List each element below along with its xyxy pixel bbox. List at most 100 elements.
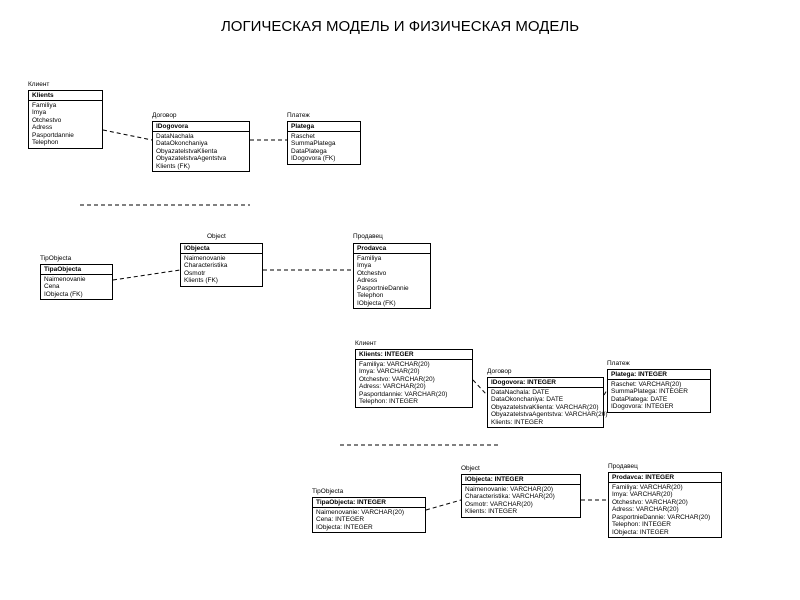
entity-body: NaimenovanieCenaIObjecta (FK)	[41, 275, 112, 299]
label-dogovor: Договор	[152, 112, 177, 119]
entity-header: Klients	[29, 91, 102, 101]
entity-dogovor2: IDogovora: INTEGERDataNachala: DATEDataO…	[487, 377, 604, 428]
entity-header: IObjecta: INTEGER	[462, 475, 580, 485]
entity-row: Cena	[44, 283, 109, 290]
entity-row: IObjecta: INTEGER	[316, 524, 422, 531]
entity-dogovor: IDogovoraDataNachalaDataOkonchaniyaObyaz…	[152, 121, 250, 172]
entity-object2: IObjecta: INTEGERNaimenovanie: VARCHAR(2…	[461, 474, 581, 518]
entity-header: Prodavca: INTEGER	[609, 473, 721, 483]
entity-row: Telephon: INTEGER	[612, 521, 718, 528]
entity-row: Naimenovanie: VARCHAR(20)	[465, 486, 577, 493]
entity-body: DataNachala: DATEDataOkonchaniya: DATEOb…	[488, 388, 603, 427]
entity-row: Naimenovanie: VARCHAR(20)	[316, 509, 422, 516]
entity-row: Raschet	[291, 133, 357, 140]
entity-row: IObjecta (FK)	[357, 300, 427, 307]
entity-tipobj: TipaObjectaNaimenovanieCenaIObjecta (FK)	[40, 264, 113, 300]
entity-row: DataOkonchaniya	[156, 140, 246, 147]
entity-row: Familiya	[357, 255, 427, 262]
entity-row: Raschet: VARCHAR(20)	[611, 381, 707, 388]
label-object2: Object	[461, 465, 480, 472]
entity-header: IDogovora: INTEGER	[488, 378, 603, 388]
entity-row: Familiya: VARCHAR(20)	[359, 361, 469, 368]
entity-row: IDogovora (FK)	[291, 155, 357, 162]
entity-row: Imya	[357, 262, 427, 269]
entity-header: Platega	[288, 122, 360, 132]
entity-row: Otchestvo: VARCHAR(20)	[612, 499, 718, 506]
entity-header: Prodavca	[354, 244, 430, 254]
page-title: ЛОГИЧЕСКАЯ МОДЕЛЬ И ФИЗИЧЕСКАЯ МОДЕЛЬ	[0, 18, 800, 35]
label-klient: Клиент	[28, 81, 49, 88]
entity-row: Cena: INTEGER	[316, 516, 422, 523]
entity-body: FamiliyaImyaOtchestvoAdressPasportnieDan…	[354, 254, 430, 308]
entity-row: Familiya: VARCHAR(20)	[612, 484, 718, 491]
entity-row: Adress: VARCHAR(20)	[359, 383, 469, 390]
label-prodav: Продавец	[353, 233, 383, 240]
entity-row: IObjecta: INTEGER	[612, 529, 718, 536]
entity-row: DataOkonchaniya: DATE	[491, 396, 600, 403]
entity-body: FamiliyaImyaOtchestvoAdressPasportdannie…	[29, 101, 102, 148]
entity-body: Naimenovanie: VARCHAR(20)Cena: INTEGERIO…	[313, 508, 425, 532]
entity-row: SummaPlatega: INTEGER	[611, 388, 707, 395]
entity-tipobj2: TipaObjecta: INTEGERNaimenovanie: VARCHA…	[312, 497, 426, 533]
entity-row: Telephon: INTEGER	[359, 398, 469, 405]
entity-klient: KlientsFamiliyaImyaOtchestvoAdressPaspor…	[28, 90, 103, 149]
entity-row: Naimenovanie	[44, 276, 109, 283]
entity-row: Telephon	[32, 139, 99, 146]
entity-klient2: Klients: INTEGERFamiliya: VARCHAR(20)Imy…	[355, 349, 473, 408]
entity-row: Imya	[32, 109, 99, 116]
entity-row: Characteristika: VARCHAR(20)	[465, 493, 577, 500]
entity-row: Imya: VARCHAR(20)	[612, 491, 718, 498]
entity-header: Klients: INTEGER	[356, 350, 472, 360]
entity-row: Osmotr	[184, 270, 259, 277]
entity-row: Klients (FK)	[156, 163, 246, 170]
entity-row: SummaPlatega	[291, 140, 357, 147]
entity-row: IObjecta (FK)	[44, 291, 109, 298]
entity-row: DataNachala: DATE	[491, 389, 600, 396]
entity-header: IDogovora	[153, 122, 249, 132]
entity-row: Adress	[32, 124, 99, 131]
entity-row: Klients: INTEGER	[465, 508, 577, 515]
entity-body: Naimenovanie: VARCHAR(20)Characteristika…	[462, 485, 580, 517]
entity-row: Otchestvo: VARCHAR(20)	[359, 376, 469, 383]
entity-row: Adress	[357, 277, 427, 284]
entity-platej: PlategaRaschetSummaPlategaDataPlategaIDo…	[287, 121, 361, 165]
entity-row: DataPlatega: DATE	[611, 396, 707, 403]
label-tipobj2: TipObjecta	[312, 488, 343, 495]
entity-row: Adress: VARCHAR(20)	[612, 506, 718, 513]
label-platej2: Платеж	[607, 360, 630, 367]
entity-row: Familiya	[32, 102, 99, 109]
entity-prodav: ProdavcaFamiliyaImyaOtchestvoAdressPaspo…	[353, 243, 431, 309]
entity-body: DataNachalaDataOkonchaniyaObyazatelstvaK…	[153, 132, 249, 171]
label-tipobj: TipObjecta	[40, 255, 71, 262]
entity-header: Platega: INTEGER	[608, 370, 710, 380]
entity-header: IObjecta	[181, 244, 262, 254]
entity-row: Osmotr: VARCHAR(20)	[465, 501, 577, 508]
entity-row: PasportnieDannie: VARCHAR(20)	[612, 514, 718, 521]
entity-row: ObyazatelstvaAgentstva	[156, 155, 246, 162]
entity-prodav2: Prodavca: INTEGERFamiliya: VARCHAR(20)Im…	[608, 472, 722, 538]
entity-row: Otchestvo	[357, 270, 427, 277]
entity-header: TipaObjecta	[41, 265, 112, 275]
entity-row: Pasportdannie	[32, 132, 99, 139]
label-platej: Платеж	[287, 112, 310, 119]
entity-row: DataPlatega	[291, 148, 357, 155]
entity-row: ObyazatelstvaKlienta: VARCHAR(20)	[491, 404, 600, 411]
entity-row: Telephon	[357, 292, 427, 299]
entity-header: TipaObjecta: INTEGER	[313, 498, 425, 508]
entity-row: DataNachala	[156, 133, 246, 140]
entity-row: Otchestvo	[32, 117, 99, 124]
entity-body: Familiya: VARCHAR(20)Imya: VARCHAR(20)Ot…	[356, 360, 472, 407]
entity-object: IObjectaNaimenovanieCharacteristikaOsmot…	[180, 243, 263, 287]
label-prodav2: Продавец	[608, 463, 638, 470]
entity-row: Klients: INTEGER	[491, 419, 600, 426]
entity-row: Characteristika	[184, 262, 259, 269]
label-object: Object	[207, 233, 226, 240]
entity-body: RaschetSummaPlategaDataPlategaIDogovora …	[288, 132, 360, 164]
entity-row: PasportnieDannie	[357, 285, 427, 292]
entity-row: Pasportdannie: VARCHAR(20)	[359, 391, 469, 398]
label-dogovor2: Договор	[487, 368, 512, 375]
entity-row: ObyazatelstvaAgentstva: VARCHAR(20)	[491, 411, 600, 418]
entity-body: NaimenovanieCharacteristikaOsmotrKlients…	[181, 254, 262, 286]
entity-row: IDogovora: INTEGER	[611, 403, 707, 410]
entity-body: Raschet: VARCHAR(20)SummaPlatega: INTEGE…	[608, 380, 710, 412]
